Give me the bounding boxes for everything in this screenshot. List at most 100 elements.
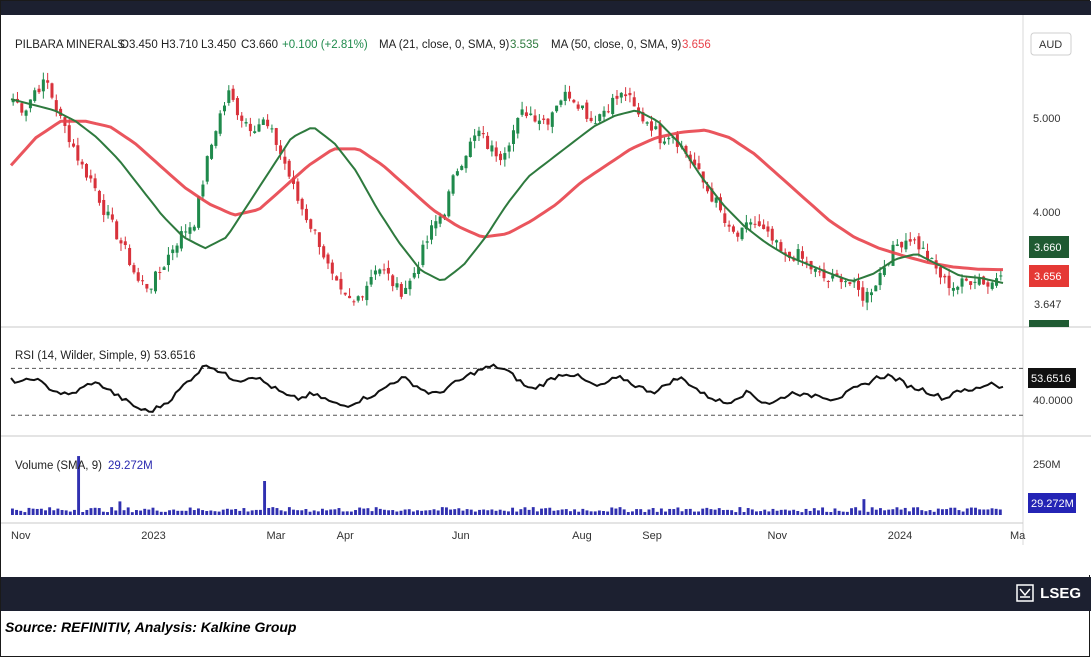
volume-bar: [850, 508, 853, 515]
volume-bar: [118, 501, 122, 515]
candle-body: [757, 221, 761, 226]
candle-body: [917, 236, 921, 250]
candle-body: [158, 271, 162, 273]
candle-body: [361, 296, 365, 298]
volume-bar: [391, 510, 395, 515]
candle-body: [529, 113, 533, 115]
candle-body: [926, 250, 930, 260]
time-axis-tick: Nov: [11, 530, 31, 542]
volume-bar: [395, 511, 399, 515]
volume-bar: [155, 510, 159, 515]
candle-body: [188, 227, 192, 234]
volume-bar: [453, 509, 457, 515]
candle-body: [248, 123, 252, 132]
volume-bar: [60, 510, 64, 515]
volume-bar: [221, 509, 225, 515]
volume-bar: [899, 509, 903, 515]
volume-bar: [924, 511, 928, 515]
volume-bar: [283, 511, 287, 515]
candle-body: [938, 267, 942, 278]
volume-bar: [217, 511, 221, 515]
volume-bar: [688, 508, 692, 515]
rsi-value: 53.6516: [154, 350, 196, 362]
volume-bar: [684, 509, 688, 515]
currency-label: AUD: [1039, 39, 1062, 51]
volume-bar: [213, 511, 217, 515]
candle-body: [718, 197, 723, 211]
candle-body: [969, 281, 973, 285]
ma50-label: MA (50, close, 0, SMA, 9): [551, 39, 682, 51]
volume-value: 29.272M: [108, 460, 153, 472]
volume-bar: [916, 507, 920, 515]
volume-bar: [639, 509, 643, 515]
volume-bar: [176, 510, 180, 515]
candle-body: [464, 155, 468, 169]
time-axis-tick: Ma: [1010, 530, 1026, 542]
volume-bar: [184, 510, 188, 515]
volume-bar: [614, 508, 618, 515]
volume-bar: [825, 511, 829, 515]
candle-body: [779, 242, 783, 252]
ma21-line: [10, 98, 1004, 284]
volume-bar: [721, 510, 725, 515]
candle-body: [227, 90, 231, 103]
candle-body: [908, 239, 912, 242]
volume-bar: [329, 509, 333, 515]
candle-body: [693, 159, 697, 166]
ma50-line: [9, 119, 1003, 272]
volume-bar: [746, 508, 750, 515]
volume-bar: [383, 509, 386, 515]
candle-body: [421, 244, 425, 266]
volume-bar: [420, 510, 424, 515]
candle-body: [460, 165, 464, 170]
candle-body: [516, 117, 520, 134]
candle-body: [822, 269, 826, 279]
volume-bar: [135, 510, 138, 515]
volume-bar: [225, 508, 229, 515]
volume-bar: [407, 509, 411, 515]
volume-bar: [52, 510, 56, 515]
stock-chart[interactable]: PILBARA MINERALS O3.450 H3.710 L3.450 C3…: [1, 15, 1091, 575]
candle-body: [714, 197, 718, 203]
volume-bar: [122, 510, 126, 515]
volume-bar: [238, 510, 242, 515]
candle-body: [943, 275, 947, 278]
candle-body: [555, 105, 559, 112]
candle-body: [542, 118, 546, 120]
candle-body: [852, 281, 856, 283]
currency-box[interactable]: [1030, 32, 1072, 56]
candle-body: [300, 198, 304, 210]
candle-body: [162, 267, 166, 270]
candle-body: [731, 226, 735, 232]
volume-bar: [726, 509, 729, 515]
volume-bar: [428, 510, 432, 515]
volume-bar: [969, 507, 973, 515]
volume-bar: [73, 509, 76, 515]
volume-bar: [879, 508, 882, 515]
volume-bar: [602, 511, 605, 515]
candle-body: [839, 277, 843, 283]
volume-bar: [845, 511, 849, 515]
volume-bar: [998, 509, 1002, 515]
volume-bar: [738, 507, 742, 515]
candle-body: [175, 245, 179, 253]
candle-body: [76, 145, 80, 161]
ma-badge: [1029, 265, 1069, 287]
candle-body: [805, 261, 809, 263]
candle-body: [141, 280, 145, 282]
candle-body: [904, 240, 908, 250]
candle-body: [72, 143, 76, 147]
volume-bar: [296, 510, 300, 515]
candle-body: [891, 244, 895, 266]
time-axis-tick: Sep: [642, 530, 662, 542]
candle-body: [930, 258, 934, 260]
volume-bar: [271, 507, 275, 515]
candle-body: [507, 145, 511, 152]
volume-bar: [432, 509, 436, 515]
candle-body: [235, 98, 239, 116]
candle-body: [960, 278, 964, 287]
volume-bar: [771, 508, 775, 515]
candle-body: [279, 145, 283, 154]
volume-bar: [23, 512, 27, 515]
